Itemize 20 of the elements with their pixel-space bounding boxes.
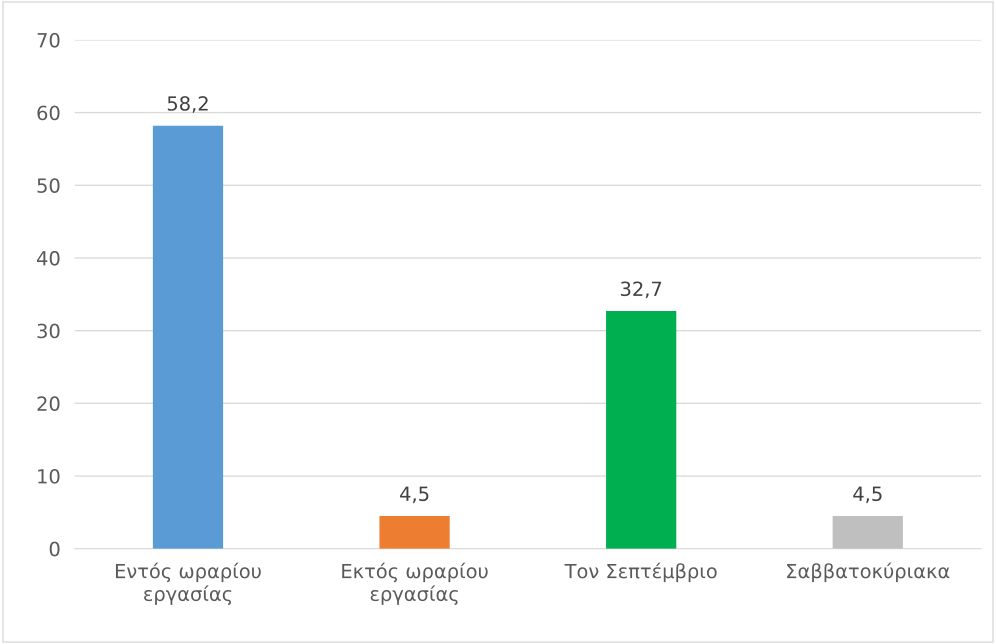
data-label: 32,7 xyxy=(621,281,662,298)
bar xyxy=(606,311,676,549)
y-tick-label: 0 xyxy=(50,542,60,556)
x-tick-label: Σαββατοκύριακα xyxy=(787,562,950,582)
y-tick-label: 50 xyxy=(38,178,60,193)
y-tick-label: 10 xyxy=(38,468,60,484)
y-tick-label: 20 xyxy=(37,396,60,411)
x-tick-label: Εκτός ωραρίου εργασίας xyxy=(342,562,488,605)
data-label: 4,5 xyxy=(400,486,428,504)
y-tick-label: 30 xyxy=(38,324,60,338)
bar xyxy=(152,126,224,549)
x-tick-label: Τον Σεπτέμβριο xyxy=(564,562,717,582)
bar xyxy=(832,516,903,549)
y-tick-label: 70 xyxy=(38,32,60,48)
data-label: 58,2 xyxy=(168,96,208,113)
data-label: 4,5 xyxy=(853,486,882,504)
y-tick-label: 40 xyxy=(37,250,60,266)
x-tick-label: Εντός ωραρίου εργασίας xyxy=(116,562,261,605)
y-tick-label: 60 xyxy=(37,106,60,120)
bar xyxy=(379,516,450,549)
